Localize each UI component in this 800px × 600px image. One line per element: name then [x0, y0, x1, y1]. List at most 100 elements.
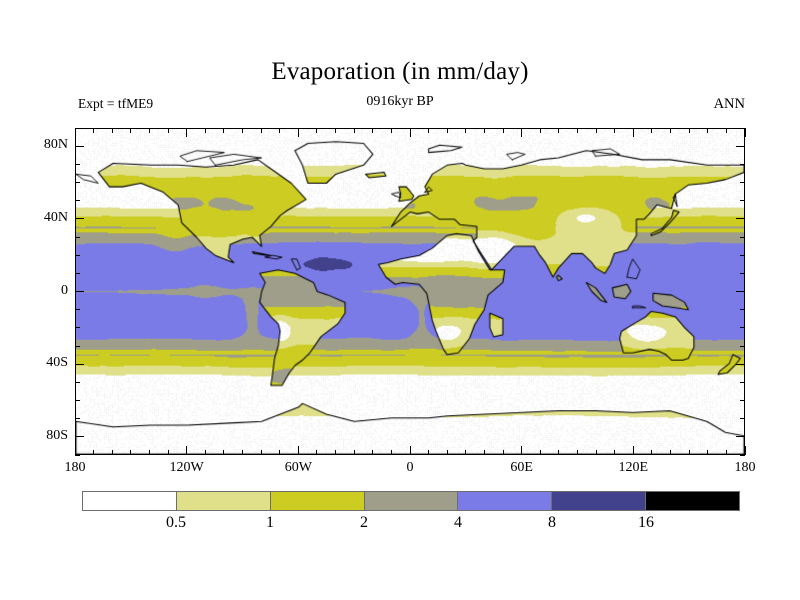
colorbar-segment: [363, 492, 458, 510]
colorbar-segment: [551, 492, 646, 510]
x-axis-tick-label: 60W: [284, 460, 312, 475]
x-tick: [242, 128, 243, 133]
x-tick: [74, 128, 76, 137]
y-tick: [740, 254, 745, 256]
y-tick: [736, 145, 745, 147]
x-tick: [651, 450, 653, 455]
map-canvas: [76, 129, 744, 454]
colorbar-tick-label: 8: [548, 514, 556, 531]
x-tick: [446, 128, 448, 133]
y-tick: [75, 454, 80, 456]
x-tick: [260, 128, 262, 133]
y-tick: [75, 381, 80, 383]
map-plot-area: [75, 128, 745, 455]
y-tick: [75, 400, 80, 401]
y-axis-tick-label: 80N: [43, 137, 68, 153]
x-tick: [428, 128, 430, 133]
page-title: Evaporation (in mm/day): [271, 58, 529, 85]
x-tick: [577, 450, 578, 455]
x-tick: [670, 128, 672, 133]
x-axis-tick-label: 180: [64, 460, 86, 475]
x-axis-tick-label: 60E: [510, 460, 533, 475]
x-tick: [688, 128, 690, 133]
colorbar-tick-label: 1: [266, 514, 274, 531]
y-axis-tick-label: 0: [61, 282, 68, 298]
y-tick: [736, 436, 745, 438]
x-tick: [725, 450, 727, 455]
x-axis-tick-label: 120W: [169, 460, 204, 475]
x-tick: [521, 446, 523, 455]
x-tick: [539, 128, 541, 133]
y-tick: [740, 309, 745, 311]
x-tick: [279, 450, 281, 455]
x-tick: [614, 450, 616, 455]
x-tick: [502, 450, 504, 455]
x-tick: [74, 446, 76, 455]
colorbar-tick-label: 0.5: [166, 514, 186, 531]
y-tick: [740, 454, 745, 456]
x-tick: [186, 128, 188, 137]
x-tick: [204, 450, 206, 455]
x-tick: [93, 450, 95, 455]
x-tick: [577, 128, 578, 133]
x-tick: [558, 128, 560, 133]
colorbar: [82, 491, 740, 511]
y-tick: [75, 200, 80, 202]
x-tick: [725, 128, 727, 133]
y-tick: [740, 127, 745, 129]
x-tick: [335, 450, 337, 455]
y-tick: [75, 254, 80, 256]
y-tick: [75, 291, 84, 292]
y-tick: [740, 272, 745, 274]
y-tick: [75, 236, 80, 238]
x-tick: [316, 450, 318, 455]
x-tick: [390, 450, 392, 455]
x-axis-tick-label: 0: [406, 460, 414, 475]
x-tick: [260, 450, 262, 455]
y-tick: [740, 327, 745, 329]
x-tick: [707, 128, 709, 133]
y-tick: [75, 363, 84, 365]
y-tick: [75, 145, 84, 147]
x-tick: [558, 450, 560, 455]
x-tick: [204, 128, 206, 133]
experiment-label: Expt = tfME9: [78, 96, 154, 111]
x-tick: [446, 450, 448, 455]
colorbar-tick-label: 16: [638, 514, 654, 531]
colorbar-segment: [83, 492, 176, 510]
x-tick: [428, 450, 430, 455]
x-tick: [632, 128, 634, 137]
x-tick: [595, 450, 597, 455]
x-tick: [353, 128, 355, 133]
y-tick: [736, 218, 745, 220]
y-tick: [75, 418, 80, 420]
y-axis-tick-label: 80S: [46, 427, 68, 443]
x-tick: [167, 128, 169, 133]
x-tick: [707, 450, 709, 455]
x-tick: [744, 446, 746, 455]
y-tick: [736, 363, 745, 365]
y-tick: [736, 291, 745, 292]
x-tick: [279, 128, 281, 133]
x-tick: [297, 446, 299, 455]
x-tick: [390, 128, 392, 133]
x-tick: [111, 450, 113, 455]
x-axis-tick-label: 120E: [618, 460, 649, 475]
x-tick: [595, 128, 597, 133]
x-tick: [353, 450, 355, 455]
x-tick: [632, 446, 634, 455]
y-tick: [75, 309, 80, 311]
x-tick: [521, 128, 523, 137]
x-tick: [223, 450, 225, 455]
x-tick: [372, 450, 374, 455]
y-tick: [740, 418, 745, 420]
x-tick: [409, 446, 411, 455]
colorbar-tick-label: 4: [454, 514, 462, 531]
y-tick: [740, 400, 745, 401]
x-tick: [130, 128, 132, 133]
y-axis-tick-label: 40S: [46, 355, 68, 371]
x-tick: [148, 128, 150, 133]
x-tick: [297, 128, 299, 137]
x-tick: [372, 128, 374, 133]
colorbar-segment: [269, 492, 364, 510]
